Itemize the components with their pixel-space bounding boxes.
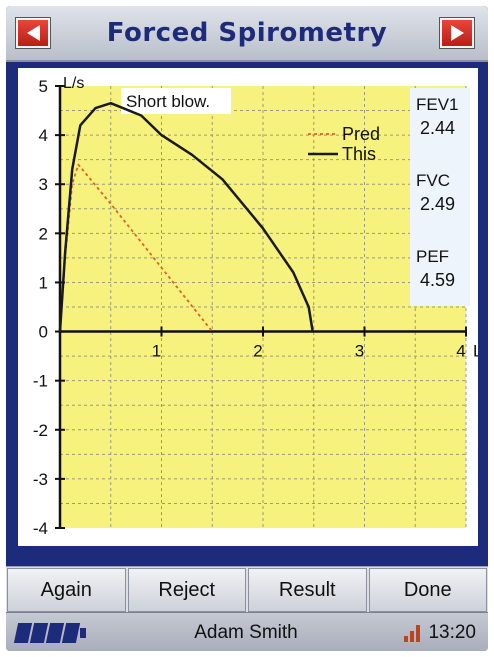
y-tick-label: -4 — [33, 519, 48, 538]
y-tick-label: 0 — [39, 323, 48, 342]
page-title: Forced Spirometry — [106, 18, 388, 48]
result-value-fev1: 2.44 — [420, 118, 455, 138]
annotation-box — [121, 88, 231, 114]
previous-button[interactable] — [16, 18, 50, 48]
y-tick-label: -3 — [33, 470, 48, 489]
result-value-pef: 4.59 — [420, 270, 455, 290]
y-axis-label: L/s — [63, 75, 84, 92]
x-tick-label: 4 — [456, 342, 465, 361]
clock: 13:20 — [404, 622, 476, 644]
y-tick-label: 5 — [39, 77, 48, 96]
reject-button[interactable]: Reject — [127, 568, 246, 612]
y-tick-label: 3 — [39, 175, 48, 194]
series-line-this — [58, 101, 314, 332]
x-axis-label: L — [473, 342, 478, 361]
x-tick-label: 1 — [152, 342, 161, 361]
result-label-fvc: FVC — [416, 171, 450, 190]
clock-time: 13:20 — [428, 622, 476, 643]
done-button[interactable]: Done — [368, 568, 487, 612]
legend-entry: This — [342, 144, 376, 164]
result-label-fev1: FEV1 — [416, 95, 459, 114]
y-tick-label: 2 — [39, 224, 48, 243]
again-button[interactable]: Again — [7, 568, 126, 612]
x-tick-label: 2 — [253, 342, 262, 361]
next-button[interactable] — [440, 18, 474, 48]
title-bar: Forced Spirometry — [6, 6, 488, 62]
chart-annotation: Short blow. — [126, 92, 210, 111]
results-panel — [410, 88, 470, 306]
user-name: Adam Smith — [194, 622, 298, 643]
battery-icon — [13, 622, 96, 644]
result-button[interactable]: Result — [248, 568, 367, 612]
result-value-fvc: 2.49 — [420, 194, 455, 214]
legend-entry: Pred — [342, 124, 380, 144]
left-arrow-icon — [26, 25, 40, 41]
y-tick-label: 4 — [39, 126, 48, 145]
right-arrow-icon — [450, 25, 464, 41]
action-bar: Again Reject Result Done — [6, 566, 488, 612]
y-tick-label: 1 — [39, 273, 48, 292]
y-tick-label: -2 — [33, 421, 48, 440]
x-tick-label: 3 — [355, 342, 364, 361]
signal-icon — [404, 624, 424, 642]
flow-volume-chart: 5 4 3 2 1 0 -1 -2 -3 -4 1 2 3 4 L L/s Short blow. Pred Thi… — [18, 68, 478, 546]
y-tick-label: -1 — [33, 372, 48, 391]
status-bar: Adam Smith 13:20 — [6, 612, 488, 651]
result-label-pef: PEF — [416, 247, 449, 266]
device-screen: Forced Spirometry 5 4 3 2 1 0 -1 -2 -3 -4 1 2 3 4 L L/s… — [6, 6, 488, 651]
